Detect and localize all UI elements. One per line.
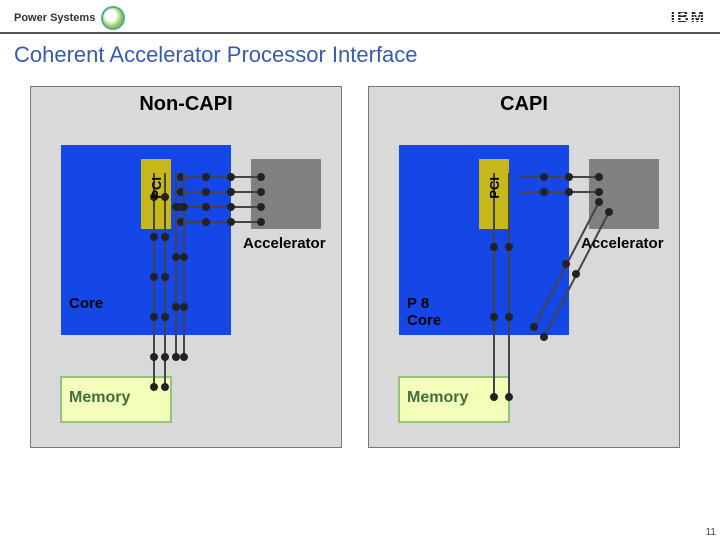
brand-left-text: Power Systems	[14, 12, 95, 24]
diagram-panel: CAPI PCI Accelerator P 8 Core Memory	[368, 86, 680, 448]
memory-label: Memory	[407, 389, 468, 407]
core-label: Core	[69, 295, 103, 312]
panel-title: Non-CAPI	[31, 93, 341, 116]
panels-container: Non-CAPI PCI Accelerator Core Memory CAPI PCI A…	[0, 68, 720, 448]
accelerator-label: Accelerator	[243, 235, 326, 252]
slide-title: Coherent Accelerator Processor Interface	[0, 34, 720, 68]
swirl-icon	[101, 6, 125, 30]
accelerator-label: Accelerator	[581, 235, 664, 252]
diagram-panel: Non-CAPI PCI Accelerator Core Memory	[30, 86, 342, 448]
memory-label: Memory	[69, 389, 130, 407]
header-bar: Power Systems IBM	[0, 0, 720, 34]
core-label: P 8 Core	[407, 295, 441, 329]
panel-title: CAPI	[369, 93, 679, 116]
page-number: 11	[706, 527, 716, 538]
pci-label: PCI	[487, 177, 502, 199]
brand-right-logo: IBM	[671, 9, 706, 27]
brand-left-group: Power Systems	[14, 6, 125, 30]
pci-label: PCI	[149, 177, 164, 199]
